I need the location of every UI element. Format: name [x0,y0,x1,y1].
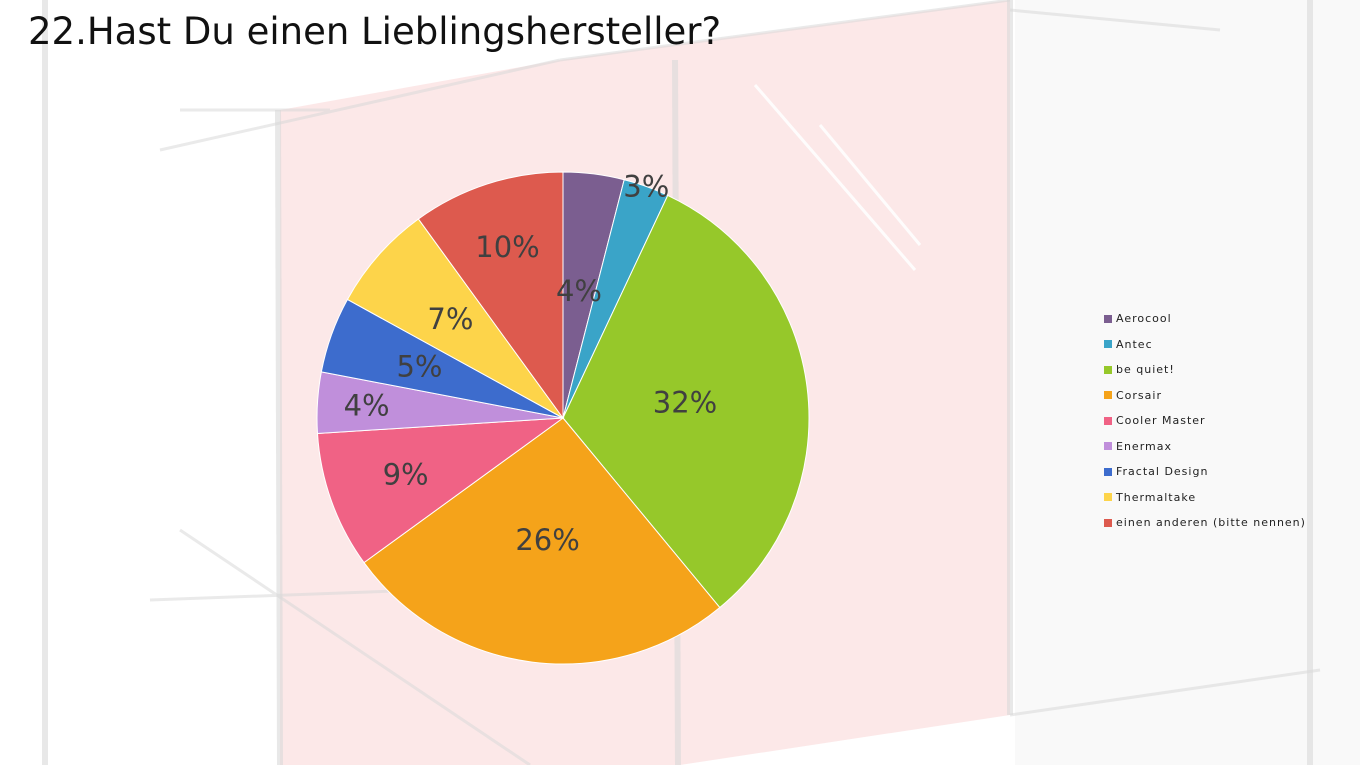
legend-swatch [1104,314,1112,323]
legend-swatch [1104,518,1112,527]
legend-swatch [1104,467,1112,476]
slice-data-label: 3% [623,170,669,204]
legend-label: Cooler Master [1116,414,1206,428]
legend-item: Corsair [1104,383,1306,409]
legend-item: be quiet! [1104,357,1306,383]
legend-label: Fractal Design [1116,465,1209,479]
legend-item: Antec [1104,332,1306,358]
slice-data-label: 10% [475,230,539,264]
legend-item: Fractal Design [1104,459,1306,485]
pie-slices [316,171,810,665]
pie-labels: 4%3%32%26%9%4%5%7%10% [344,170,718,558]
legend-label: einen anderen (bitte nennen) [1116,516,1306,530]
legend-swatch [1104,416,1112,425]
legend-item: Cooler Master [1104,408,1306,434]
slice-data-label: 26% [515,523,579,557]
pie-slice-corsair [363,417,721,665]
legend-swatch [1104,493,1112,502]
slice-data-label: 9% [383,458,429,492]
legend-label: Thermaltake [1116,490,1197,504]
pie-slice-cooler-master [316,417,565,564]
pie-slice-thermaltake [346,218,564,419]
chart-legend: Aerocool Antec be quiet! Corsair Cooler Mast… [1104,306,1306,536]
legend-label: Corsair [1116,388,1162,402]
legend-swatch [1104,442,1112,451]
pie-slice-einen-anderen-bitte-nennen [417,171,564,420]
legend-label: be quiet! [1116,363,1175,377]
legend-label: Antec [1116,337,1153,351]
legend-item: einen anderen (bitte nennen) [1104,510,1306,536]
legend-item: Aerocool [1104,306,1306,332]
slice-data-label: 32% [653,386,717,420]
legend-swatch [1104,365,1112,374]
pie-slice-be-quiet [562,194,810,609]
legend-swatch [1104,391,1112,400]
legend-label: Enermax [1116,439,1172,453]
legend-item: Enermax [1104,434,1306,460]
slice-data-label: 4% [344,389,390,423]
slice-data-label: 7% [427,302,473,336]
slice-data-label: 5% [396,349,442,383]
legend-item: Thermaltake [1104,485,1306,511]
legend-label: Aerocool [1116,312,1172,326]
legend-swatch [1104,340,1112,349]
chart-title: 22.Hast Du einen Lieblingshersteller? [28,10,722,53]
slice-data-label: 4% [556,274,602,308]
